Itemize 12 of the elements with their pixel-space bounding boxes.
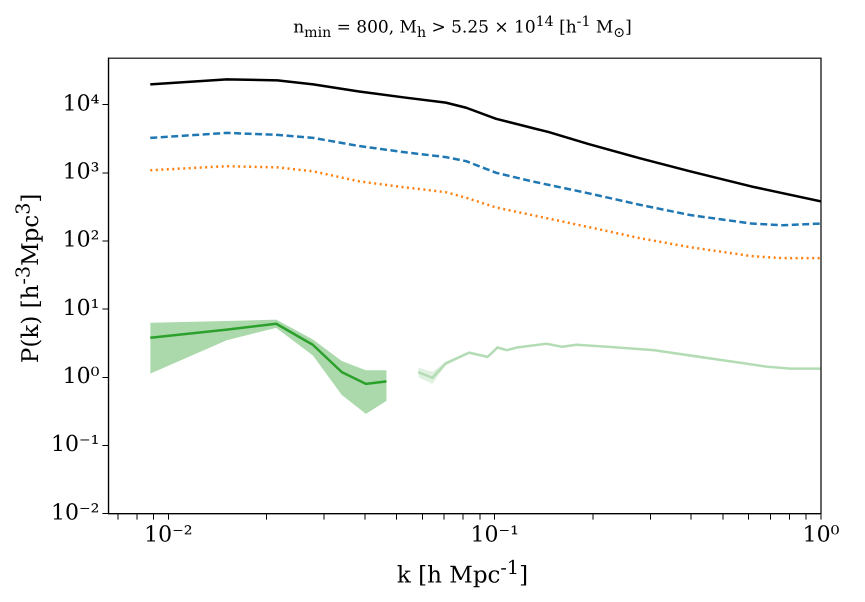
y-tick-label: 10⁻² <box>50 500 100 526</box>
x-axis-title: k [h Mpc$^{-1}$] <box>396 556 530 589</box>
y-tick-label: 10¹ <box>62 296 100 321</box>
x-tick-label: 10⁰ <box>802 522 840 548</box>
y-tick-label: 10⁴ <box>62 91 100 116</box>
y-tick-label: 10³ <box>62 160 100 185</box>
y-tick-label: 10² <box>62 228 100 253</box>
y-tick-label: 10⁻¹ <box>50 432 100 458</box>
chart-title: n$_{min}$ = 800, M$_{h}$ > 5.25 × 10$^{14}$ [h$^{-1}$ M$_{⊙}$] <box>293 14 632 42</box>
y-tick-label: 10⁰ <box>62 364 100 389</box>
x-tick-label: 10⁻² <box>144 522 193 548</box>
x-tick-label: 10⁻¹ <box>470 522 519 548</box>
